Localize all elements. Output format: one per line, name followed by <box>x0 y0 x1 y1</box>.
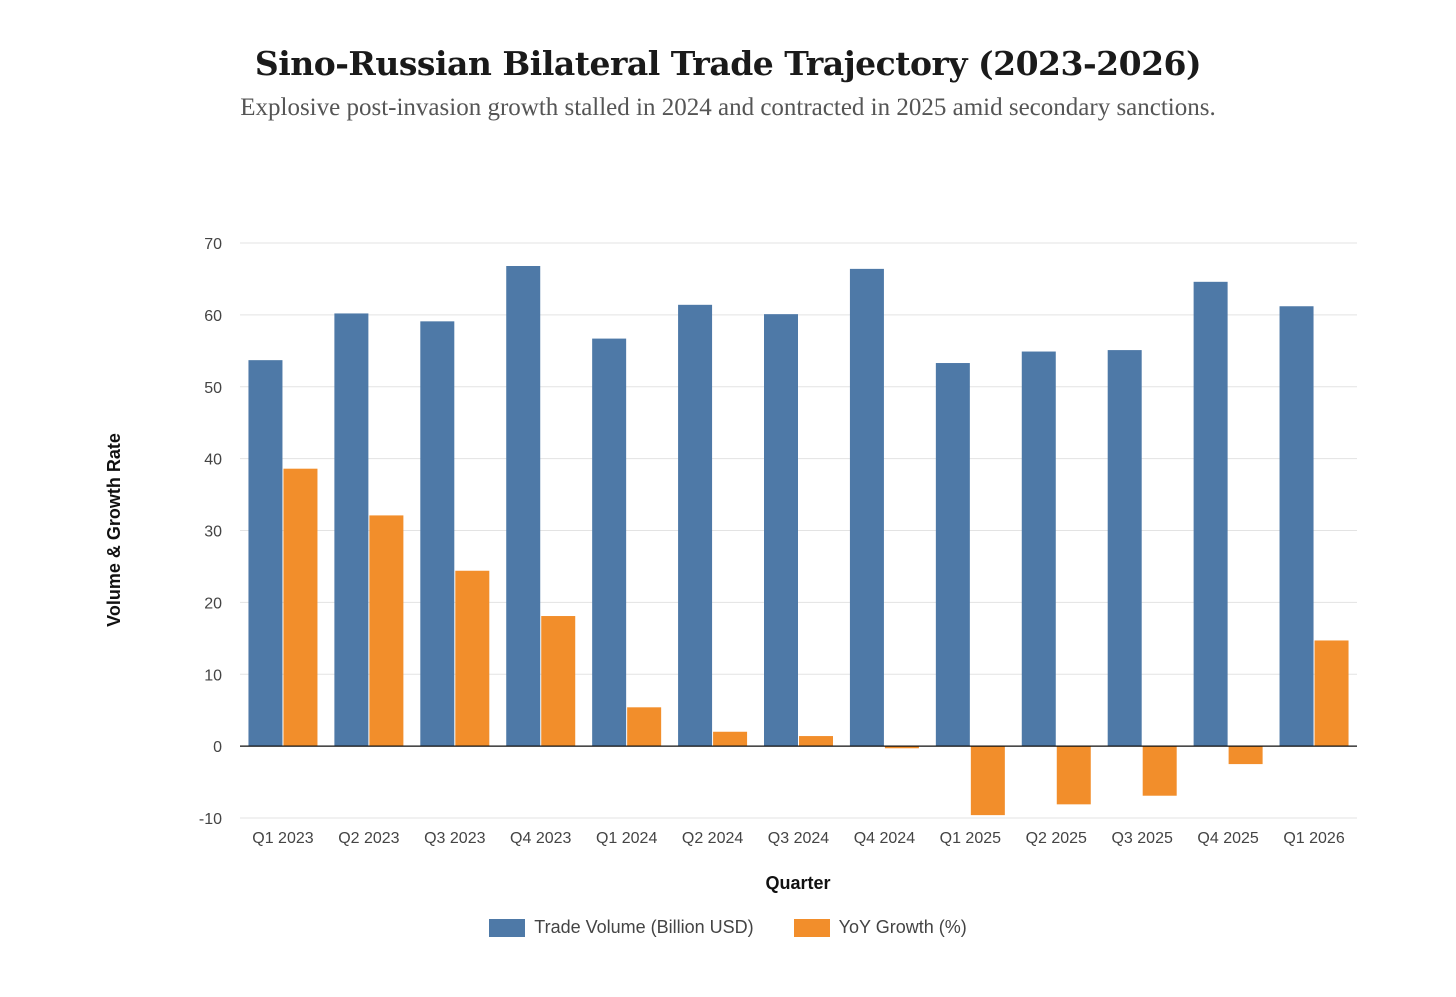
growth-bar[interactable] <box>970 746 1005 816</box>
growth-bar[interactable] <box>713 731 748 747</box>
x-axis-title: Quarter <box>765 873 830 893</box>
x-tick-label: Q1 2024 <box>596 830 657 847</box>
legend-item-volume[interactable]: Trade Volume (Billion USD) <box>489 917 754 938</box>
volume-bar[interactable] <box>506 266 541 747</box>
volume-bar[interactable] <box>420 321 455 747</box>
volume-bar[interactable] <box>849 268 884 747</box>
y-tick-label: 20 <box>204 595 222 612</box>
x-tick-label: Q2 2025 <box>1026 830 1087 847</box>
legend-label-growth: YoY Growth (%) <box>838 917 967 937</box>
x-tick-label: Q4 2023 <box>510 830 571 847</box>
x-tick-label: Q3 2024 <box>768 830 829 847</box>
volume-bar[interactable] <box>592 338 627 747</box>
bars <box>248 266 1349 816</box>
growth-bar[interactable] <box>283 468 318 747</box>
y-tick-label: 70 <box>204 236 222 253</box>
x-axis-ticks: Q1 2023 Q2 2023 Q3 2023 Q4 2023 Q1 2024 Q2 20… <box>252 830 1345 847</box>
growth-bar[interactable] <box>1228 746 1263 765</box>
y-tick-label: 60 <box>204 308 222 325</box>
y-tick-label: 30 <box>204 524 222 541</box>
growth-bar[interactable] <box>541 616 576 747</box>
x-tick-label: Q2 2023 <box>338 830 399 847</box>
volume-bar[interactable] <box>678 304 713 747</box>
x-tick-label: Q3 2023 <box>424 830 485 847</box>
volume-bar[interactable] <box>1107 350 1142 747</box>
x-tick-label: Q3 2025 <box>1111 830 1172 847</box>
grid-lines <box>240 242 1357 819</box>
x-tick-label: Q4 2024 <box>854 830 915 847</box>
growth-bar[interactable] <box>627 707 662 747</box>
x-tick-label: Q4 2025 <box>1197 830 1258 847</box>
growth-bar[interactable] <box>1314 640 1349 747</box>
volume-bar[interactable] <box>1279 306 1314 747</box>
x-tick-label: Q1 2025 <box>940 830 1001 847</box>
volume-bar[interactable] <box>248 360 283 747</box>
y-axis-title: Volume & Growth Rate <box>104 433 124 627</box>
growth-bar[interactable] <box>455 570 490 747</box>
y-tick-label: -10 <box>199 811 222 828</box>
legend-swatch-volume <box>489 918 526 937</box>
y-tick-label: 10 <box>204 667 222 684</box>
y-tick-label: 40 <box>204 452 222 469</box>
x-tick-label: Q1 2026 <box>1283 830 1344 847</box>
legend: Trade Volume (Billion USD) YoY Growth (%… <box>0 917 1456 938</box>
volume-bar[interactable] <box>935 363 970 747</box>
y-axis-ticks: -10 0 10 20 30 40 50 60 70 <box>199 236 222 828</box>
legend-label-volume: Trade Volume (Billion USD) <box>534 917 754 937</box>
chart-title: Sino-Russian Bilateral Trade Trajectory … <box>254 44 1202 83</box>
x-tick-label: Q2 2024 <box>682 830 743 847</box>
volume-bar[interactable] <box>334 313 369 747</box>
legend-item-growth[interactable]: YoY Growth (%) <box>793 917 967 938</box>
growth-bar[interactable] <box>799 736 833 747</box>
volume-bar[interactable] <box>764 314 798 747</box>
volume-bar[interactable] <box>1021 351 1056 747</box>
growth-bar[interactable] <box>1056 746 1091 805</box>
y-tick-label: 0 <box>213 739 222 756</box>
y-tick-label: 50 <box>204 380 222 397</box>
bar-chart: -10 0 10 20 30 40 50 60 70 Q1 2023 Q2 2023 Q3 2023… <box>104 236 1357 893</box>
volume-bar[interactable] <box>1193 281 1228 747</box>
growth-bar[interactable] <box>884 746 919 749</box>
legend-swatch-growth <box>793 918 830 937</box>
growth-bar[interactable] <box>369 515 404 747</box>
chart-subtitle: Explosive post-invasion growth stalled i… <box>240 94 1216 121</box>
growth-bar[interactable] <box>1142 746 1177 796</box>
x-tick-label: Q1 2023 <box>252 830 313 847</box>
